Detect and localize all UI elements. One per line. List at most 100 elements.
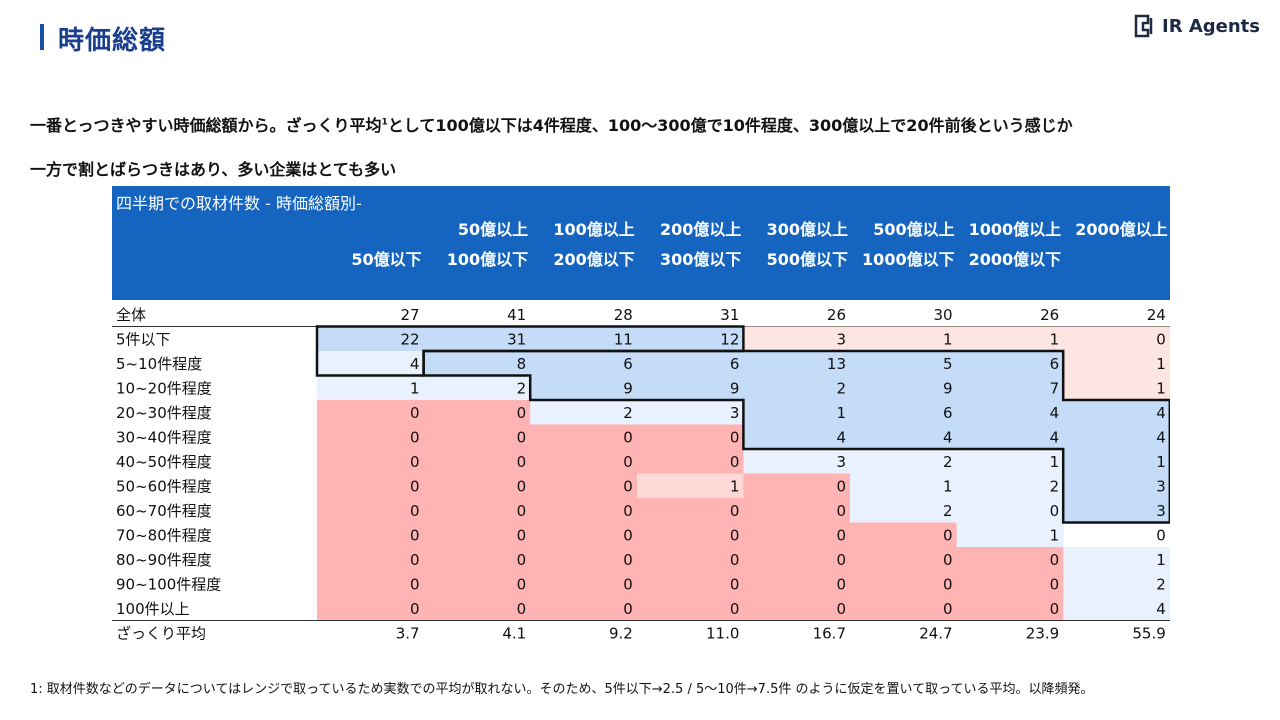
cell-value: 0 <box>517 453 527 471</box>
heat-cell <box>850 375 958 401</box>
heat-cell <box>1063 326 1170 352</box>
heat-cell <box>1063 449 1170 474</box>
heat-cell <box>317 596 425 621</box>
heat-cell <box>1063 498 1170 523</box>
cell-value: 0 <box>517 502 527 520</box>
cell-value: 3 <box>1156 502 1166 520</box>
row-label: 5~10件程度 <box>116 355 202 373</box>
heat-cell <box>423 424 531 450</box>
heat-cell <box>530 400 638 425</box>
cell-value: 0 <box>1156 527 1166 545</box>
column-header-l1: 500億以上 <box>873 220 955 239</box>
heat-cell <box>956 375 1064 401</box>
interview-count-table: 四半期での取材件数 - 時価総額別- 50億以下 50億以上 100億以下 100億以… <box>112 186 1170 640</box>
cell-value: 1 <box>1156 453 1166 471</box>
heat-cell <box>636 571 744 597</box>
page-title: 時価総額 <box>58 26 167 56</box>
heat-cell <box>1063 351 1170 376</box>
heat-cell <box>850 400 958 425</box>
ir-agents-logo-icon <box>1134 14 1153 38</box>
cell-value: 1 <box>1050 453 1060 471</box>
heat-cell <box>1063 375 1170 401</box>
cell-value: 0 <box>410 478 420 496</box>
cell-value: 0 <box>410 551 420 569</box>
cell-value: 0 <box>410 600 420 618</box>
heat-cell <box>956 571 1064 597</box>
cell-value: 0 <box>730 551 740 569</box>
heat-cell <box>850 547 958 572</box>
cell-value: 0 <box>1050 600 1060 618</box>
cell-value: 2 <box>836 380 846 398</box>
heat-cell <box>530 351 638 376</box>
row-label: 100件以上 <box>116 600 190 618</box>
cell-value: 31 <box>507 331 526 349</box>
logo-text: IR Agents <box>1162 15 1260 37</box>
cell-value: 4 <box>1156 429 1166 447</box>
cell-value: 6 <box>623 355 633 373</box>
cell-value: 1 <box>1156 380 1166 398</box>
column-header-l1: 300億以上 <box>766 220 848 239</box>
cell-value: 0 <box>623 576 633 594</box>
heat-cell <box>530 449 638 474</box>
cell-value: 0 <box>836 600 846 618</box>
cell-value: 6 <box>1050 355 1060 373</box>
heat-cell <box>743 498 851 523</box>
total-value: 41 <box>507 306 526 324</box>
heat-cell <box>423 449 531 474</box>
heat-cell <box>317 547 425 572</box>
summary-line-1-main: 一番とっつきやすい時価総額から。ざっくり平均 <box>30 116 382 135</box>
heat-cell <box>423 522 531 548</box>
heat-cell <box>850 522 958 548</box>
heat-cell <box>423 498 531 523</box>
heat-cell <box>743 400 851 425</box>
heat-cell <box>743 351 851 376</box>
heat-cell <box>317 400 425 425</box>
cell-value: 1 <box>943 331 953 349</box>
heat-cell <box>850 449 958 474</box>
heat-cell <box>636 473 744 499</box>
heat-cell <box>530 424 638 450</box>
row-label: 30~40件程度 <box>116 429 212 447</box>
heat-cell <box>636 498 744 523</box>
cell-value: 4 <box>410 355 420 373</box>
cell-value: 1 <box>1156 551 1166 569</box>
cell-value: 0 <box>730 527 740 545</box>
cell-value: 1 <box>1156 355 1166 373</box>
cell-value: 9 <box>730 380 740 398</box>
heat-cell <box>743 375 851 401</box>
cell-value: 2 <box>517 380 527 398</box>
cell-value: 0 <box>517 576 527 594</box>
cell-value: 9 <box>623 380 633 398</box>
cell-value: 0 <box>836 502 846 520</box>
heat-cell <box>423 547 531 572</box>
column-header-l2: 300億以下 <box>659 250 742 269</box>
total-value: 31 <box>720 306 739 324</box>
heat-cell <box>317 351 425 376</box>
cell-value: 4 <box>1050 404 1060 422</box>
cell-value: 3 <box>1156 478 1166 496</box>
row-label: 20~30件程度 <box>116 404 212 422</box>
cell-value: 0 <box>410 527 420 545</box>
heat-cell <box>743 473 851 499</box>
column-header-l2: 1000億以下 <box>862 250 955 269</box>
cell-value: 0 <box>730 576 740 594</box>
cell-value: 7 <box>1050 380 1060 398</box>
cell-value: 0 <box>517 551 527 569</box>
cell-value: 4 <box>1156 600 1166 618</box>
heat-cell <box>317 326 425 352</box>
cell-value: 0 <box>836 527 846 545</box>
heat-cell <box>530 522 638 548</box>
cell-value: 0 <box>943 551 953 569</box>
cell-value: 0 <box>517 600 527 618</box>
cell-value: 1 <box>1050 331 1060 349</box>
heat-cell <box>317 522 425 548</box>
row-label: 80~90件程度 <box>116 551 212 569</box>
heat-cell <box>423 473 531 499</box>
heat-cell <box>636 375 744 401</box>
cell-value: 13 <box>827 355 846 373</box>
heat-cell <box>636 547 744 572</box>
row-label: ざっくり平均 <box>116 625 206 641</box>
heat-cell <box>636 424 744 450</box>
cell-value: 1 <box>1050 527 1060 545</box>
